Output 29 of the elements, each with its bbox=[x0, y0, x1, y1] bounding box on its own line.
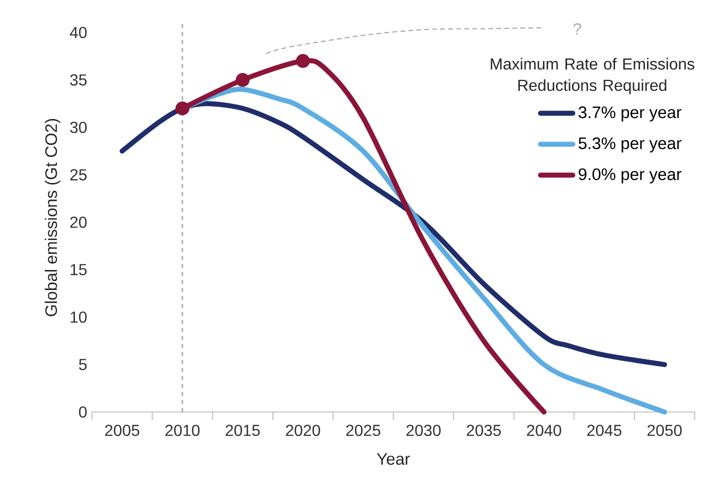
y-tick-label: 30 bbox=[70, 122, 87, 134]
x-tick-label: 2025 bbox=[346, 424, 380, 436]
x-tick-label: 2020 bbox=[286, 424, 320, 436]
x-axis-title: Year bbox=[376, 453, 410, 465]
x-tick-label: 2030 bbox=[406, 424, 441, 436]
x-tick-label: 2015 bbox=[226, 424, 260, 436]
legend-label: 5.3% per year bbox=[578, 137, 682, 152]
y-axis-title: Global emissions (Gt CO2) bbox=[44, 119, 60, 316]
y-tick-label: 35 bbox=[70, 74, 87, 86]
y-tick-label: 10 bbox=[70, 311, 87, 323]
point bbox=[296, 54, 310, 68]
x-tick-label: 2050 bbox=[648, 424, 682, 436]
y-tick-label: 15 bbox=[70, 264, 87, 276]
y-tick-label: 0 bbox=[79, 406, 87, 418]
y-tick-label: 5 bbox=[79, 358, 87, 370]
y-tick-label: 25 bbox=[70, 169, 87, 180]
legend-label: 3.7% per year bbox=[578, 106, 682, 122]
x-tick-label: 2040 bbox=[526, 424, 562, 436]
y-tick-label: 40 bbox=[70, 26, 87, 38]
y-tick-label: 20 bbox=[70, 216, 87, 228]
x-tick-label: 2010 bbox=[165, 424, 200, 436]
annotation: ? bbox=[573, 23, 582, 34]
point bbox=[236, 72, 250, 87]
legend-title: Maximum Rate of Emissions Reductions Required bbox=[490, 58, 694, 94]
x-tick-label: 2035 bbox=[466, 424, 501, 436]
legend-label: 9.0% per year bbox=[578, 168, 682, 184]
x-tick-label: 2005 bbox=[105, 424, 140, 436]
x-tick-label: 2045 bbox=[587, 424, 622, 436]
point bbox=[175, 101, 190, 116]
